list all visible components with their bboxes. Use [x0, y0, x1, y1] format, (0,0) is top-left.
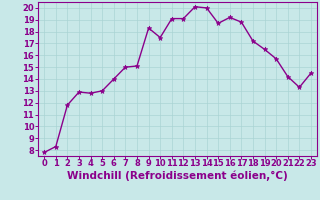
X-axis label: Windchill (Refroidissement éolien,°C): Windchill (Refroidissement éolien,°C): [67, 171, 288, 181]
